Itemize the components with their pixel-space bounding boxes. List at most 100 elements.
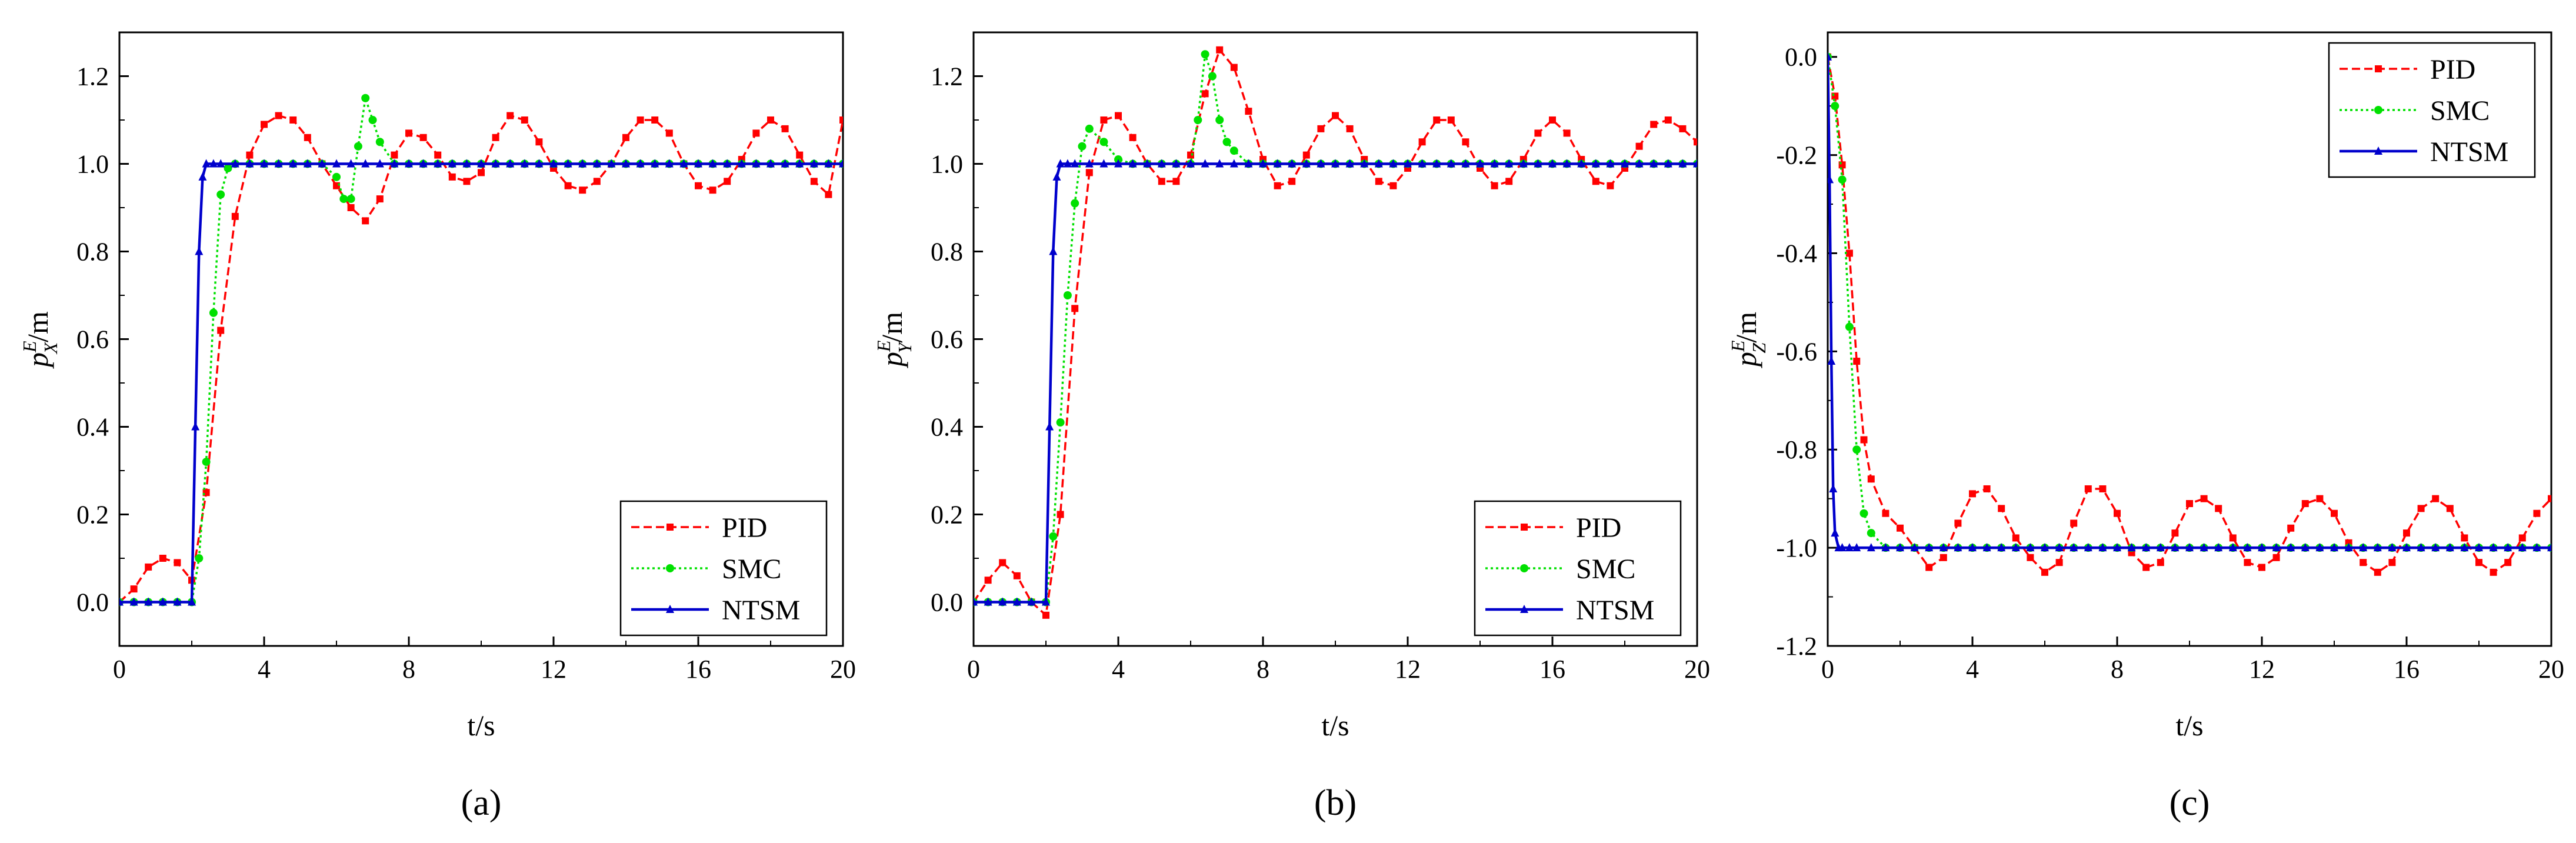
data-point-ntsm: [1056, 159, 1065, 168]
data-point-pid: [261, 121, 268, 128]
y-tick-label: 0.0: [76, 588, 109, 617]
data-point-ntsm: [1896, 543, 1904, 552]
data-point-pid: [1549, 116, 1556, 124]
data-point-pid: [1679, 125, 1687, 132]
data-point-ntsm: [1867, 543, 1875, 552]
data-point-ntsm: [520, 159, 529, 168]
data-point-ntsm: [824, 159, 833, 168]
data-point-smc: [209, 308, 218, 317]
data-point-ntsm: [462, 159, 471, 168]
legend-label-smc: SMC: [1576, 554, 1635, 585]
data-point-ntsm: [839, 159, 843, 168]
y-label-sub: X: [40, 341, 61, 355]
data-point-pid: [362, 217, 369, 225]
x-tick-label: 20: [830, 655, 856, 684]
legend-marker-ntsm: [1520, 605, 1528, 613]
panel-label: (b): [1314, 783, 1357, 823]
data-point-ntsm: [1693, 159, 1697, 168]
data-point-ntsm: [1954, 543, 1962, 552]
data-point-pid: [145, 563, 152, 571]
data-point-pid: [2316, 495, 2324, 502]
legend-marker-smc: [1520, 564, 1528, 572]
y-tick-label: 1.2: [76, 62, 109, 91]
y-tick-label: 0.4: [76, 413, 109, 442]
data-point-ntsm: [1027, 597, 1036, 606]
data-point-ntsm: [2287, 543, 2295, 552]
data-point-ntsm: [795, 159, 804, 168]
data-point-pid: [1245, 108, 1252, 115]
data-point-pid: [2475, 559, 2482, 567]
data-point-pid: [2215, 505, 2222, 512]
data-point-pid: [2229, 534, 2237, 542]
data-point-pid: [1085, 169, 1093, 176]
data-point-ntsm: [158, 597, 167, 606]
data-point-ntsm: [1244, 159, 1253, 168]
data-point-ntsm: [2070, 543, 2078, 552]
y-tick-label: 0.6: [931, 325, 963, 354]
data-point-pid: [506, 112, 514, 119]
data-point-ntsm: [781, 159, 789, 168]
data-point-ntsm: [1187, 159, 1195, 168]
data-point-smc: [1845, 322, 1854, 331]
data-point-pid: [999, 559, 1007, 567]
data-point-ntsm: [289, 159, 298, 168]
data-point-ntsm: [1143, 159, 1152, 168]
data-point-pid: [1375, 178, 1382, 185]
data-point-ntsm: [1649, 159, 1658, 168]
y-label-sub: Z: [1748, 342, 1769, 354]
data-point-smc: [195, 554, 204, 562]
y-label-sup: E: [873, 340, 894, 352]
data-point-ntsm: [1259, 159, 1267, 168]
x-tick-label: 4: [258, 655, 271, 684]
data-point-ntsm: [173, 597, 182, 606]
data-point-ntsm: [535, 159, 544, 168]
data-point-smc: [361, 94, 370, 102]
data-point-ntsm: [448, 159, 456, 168]
data-point-pid: [1230, 64, 1238, 71]
data-point-pid: [2157, 559, 2164, 567]
data-point-ntsm: [1345, 159, 1354, 168]
data-point-pid: [1389, 182, 1397, 189]
data-point-pid: [1057, 511, 1064, 518]
data-point-ntsm: [2547, 543, 2551, 552]
data-point-pid: [275, 112, 282, 119]
data-point-pid: [1969, 490, 1976, 498]
data-point-ntsm: [2243, 543, 2252, 552]
data-point-ntsm: [1114, 159, 1122, 168]
data-point-pid: [593, 178, 601, 185]
data-point-pid: [1042, 611, 1049, 619]
data-point-ntsm: [2431, 543, 2440, 552]
data-point-smc: [1071, 199, 1079, 208]
data-point-pid: [231, 212, 239, 220]
data-point-pid: [521, 116, 528, 124]
data-point-smc: [1208, 72, 1217, 81]
data-point-ntsm: [998, 597, 1007, 606]
data-point-pid: [1302, 151, 1310, 159]
data-point-ntsm: [651, 159, 659, 168]
data-point-pid: [1332, 112, 1339, 119]
data-point-pid: [1867, 475, 1875, 483]
data-point-pid: [1925, 564, 1933, 571]
data-point-ntsm: [1288, 159, 1297, 168]
data-point-pid: [1274, 182, 1281, 189]
x-tick-label: 4: [1966, 655, 1979, 684]
plot-area: [974, 46, 1697, 619]
data-point-ntsm: [1534, 159, 1542, 168]
data-point-pid: [2012, 534, 2020, 542]
data-point-pid: [2388, 559, 2396, 567]
data-point-ntsm: [1389, 159, 1398, 168]
data-point-ntsm: [578, 159, 587, 168]
data-point-pid: [1607, 182, 1614, 189]
data-point-pid: [1418, 138, 1426, 146]
x-axis-label: t/s: [1321, 709, 1349, 742]
data-point-pid: [2099, 485, 2107, 492]
data-point-ntsm: [2200, 543, 2208, 552]
x-tick-label: 12: [1395, 655, 1421, 684]
data-point-ntsm: [1071, 159, 1079, 168]
data-point-ntsm: [1317, 159, 1325, 168]
data-point-ntsm: [2359, 543, 2368, 552]
data-point-pid: [535, 138, 543, 146]
data-point-ntsm: [2417, 543, 2425, 552]
data-point-ntsm: [1447, 159, 1455, 168]
data-point-ntsm: [1621, 159, 1629, 168]
